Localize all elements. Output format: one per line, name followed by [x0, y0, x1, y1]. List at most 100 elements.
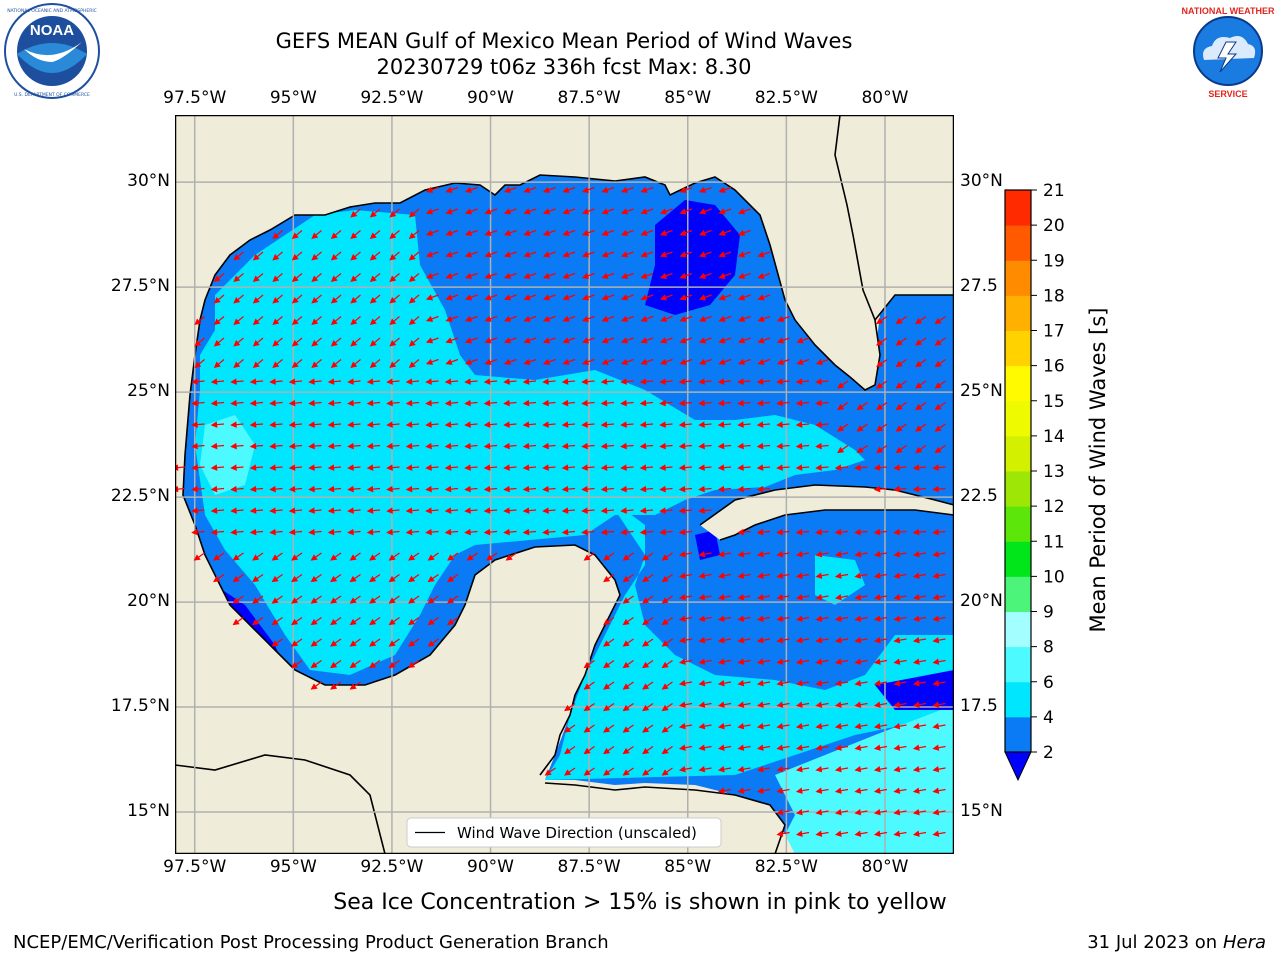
colorbar-tick-label: 15 — [1043, 392, 1065, 412]
wind-arrow-head — [350, 232, 358, 240]
wind-arrow-head — [873, 464, 881, 471]
wind-arrow-head — [737, 251, 746, 258]
wind-arrow-head — [272, 339, 280, 347]
wind-arrow-head — [698, 229, 707, 236]
wind-arrow-head — [269, 485, 276, 493]
wind-arrow-head — [291, 361, 299, 369]
wind-arrow-head — [876, 317, 884, 325]
wind-arrow-head — [932, 594, 940, 601]
wind-arrow-head — [522, 378, 530, 385]
wind-arrow-head — [640, 337, 648, 344]
wind-arrow-head — [484, 358, 492, 365]
wind-arrow-head — [815, 809, 823, 816]
colorbar-segment — [1005, 716, 1031, 753]
wind-arrow-head — [659, 358, 668, 365]
wind-arrow-head — [562, 337, 570, 344]
wind-arrow-head — [330, 640, 338, 647]
wind-arrow-head — [639, 528, 647, 536]
wind-arrow-head — [447, 597, 455, 604]
wind-arrow-head — [795, 378, 803, 385]
wind-arrow-head — [464, 464, 471, 471]
colorbar-tick-label: 19 — [1043, 251, 1065, 271]
wind-arrow-head — [291, 661, 299, 669]
svg-text:U.S. DEPARTMENT OF COMMERCE: U.S. DEPARTMENT OF COMMERCE — [14, 92, 90, 98]
wind-arrow-head — [503, 507, 510, 514]
wind-arrow-head — [350, 253, 358, 261]
wind-arrow-head — [369, 661, 377, 669]
wind-arrow-head — [737, 421, 744, 428]
wind-arrow-head — [718, 315, 726, 322]
wind-arrow-head — [389, 339, 397, 347]
wind-arrow-head — [876, 339, 884, 346]
wind-arrow-head — [795, 787, 803, 794]
wind-arrow-head — [213, 339, 221, 347]
wind-arrow-head — [386, 399, 393, 407]
wind-arrow-head — [718, 337, 726, 344]
wind-arrow-head — [308, 399, 315, 407]
wind-arrow-head — [330, 618, 338, 626]
wind-arrow-head — [408, 253, 416, 261]
wind-arrow-head — [698, 744, 706, 751]
wind-arrow-head — [210, 421, 218, 428]
wind-arrow-head — [776, 421, 783, 428]
wind-arrow-head — [757, 358, 765, 365]
colorbar-tick-label: 12 — [1043, 497, 1065, 517]
wind-arrow-head — [603, 661, 611, 669]
wind-arrow-head — [757, 294, 765, 301]
wind-arrow-head — [932, 658, 940, 665]
wind-arrow-head — [542, 485, 549, 493]
wind-arrow-head — [912, 572, 920, 579]
wind-arrow-head — [795, 528, 803, 536]
wind-arrow-head — [912, 787, 920, 794]
wind-arrow-head — [542, 294, 551, 301]
wind-arrow-head — [191, 399, 198, 407]
wind-arrow-head — [834, 528, 842, 536]
wind-arrow-head — [796, 358, 804, 365]
colorbar-label: Mean Period of Wind Waves [s] — [1086, 307, 1110, 633]
wind-arrow-head — [408, 210, 416, 218]
wind-arrow-head — [893, 485, 900, 493]
wind-arrow-head — [856, 403, 864, 411]
wind-arrow-head — [389, 361, 397, 369]
wind-arrow-head — [272, 361, 280, 369]
wind-arrow-head — [815, 787, 823, 794]
wind-arrow-head — [327, 485, 335, 493]
wind-arrow-head — [327, 421, 335, 428]
wind-arrow-head — [564, 726, 572, 733]
wind-arrow-head — [425, 229, 434, 236]
wind-arrow-head — [717, 701, 725, 708]
wind-arrow-head — [601, 358, 609, 365]
wind-arrow-head — [661, 618, 669, 626]
wind-arrow-head — [445, 251, 453, 258]
wind-arrow-head — [408, 232, 416, 240]
wind-arrow-head — [737, 637, 745, 644]
wind-arrow-head — [269, 528, 276, 536]
wind-arrow-head — [893, 701, 901, 708]
wind-arrow-head — [795, 744, 803, 751]
wind-arrow-head — [232, 575, 240, 583]
wind-arrow-head — [698, 272, 707, 279]
wind-arrow-head — [269, 421, 276, 428]
wind-arrow-head — [330, 661, 338, 669]
wind-arrow-head — [581, 507, 588, 514]
wind-arrow-head — [601, 315, 609, 322]
wind-arrow-head — [210, 507, 218, 514]
wind-arrow-head — [603, 747, 611, 755]
wind-arrow-head — [678, 442, 686, 450]
wind-arrow-head — [350, 210, 358, 218]
wind-arrow-head — [522, 442, 530, 450]
wind-arrow-head — [661, 683, 669, 690]
wind-arrow-head — [503, 208, 512, 215]
wind-arrow-head — [893, 809, 901, 816]
wind-arrow-head — [815, 464, 822, 471]
wind-arrow-head — [698, 315, 707, 322]
wind-arrow-head — [503, 337, 512, 344]
wind-arrow-head — [737, 358, 746, 365]
wind-arrow-head — [444, 421, 452, 428]
wind-arrow-head — [425, 186, 434, 193]
wind-arrow-head — [932, 528, 939, 536]
wind-arrow-head — [542, 251, 551, 258]
wind-arrow-head — [873, 658, 881, 665]
wind-arrow-head — [444, 485, 452, 493]
wind-arrow-head — [876, 360, 884, 368]
